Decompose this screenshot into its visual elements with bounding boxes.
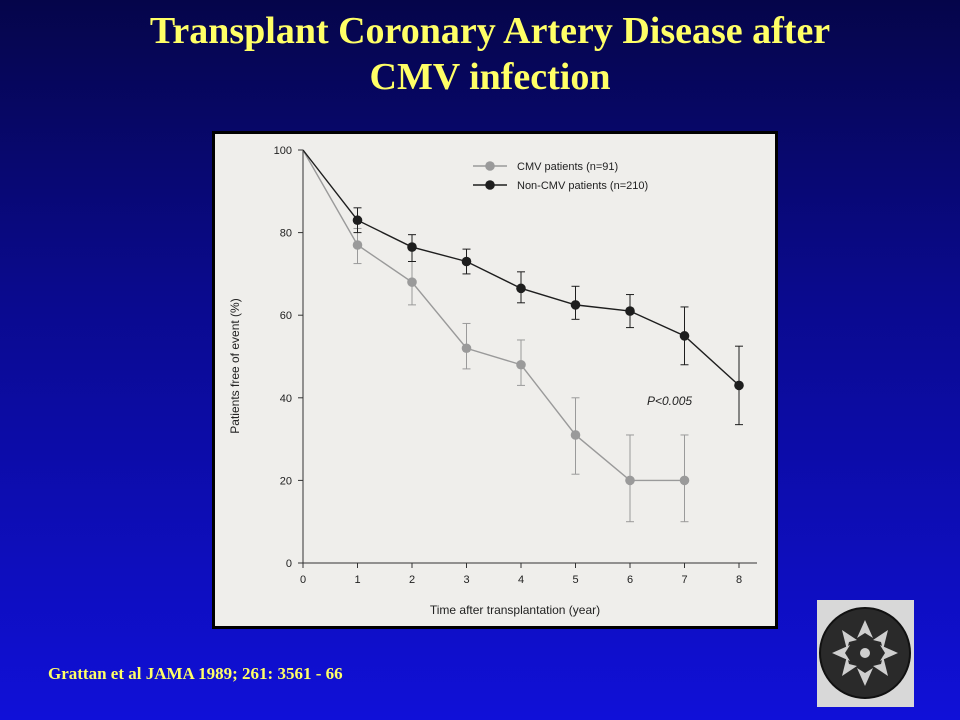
- escher-circle-limit-image: [817, 600, 914, 707]
- x-axis-label: Time after transplantation (year): [430, 603, 600, 617]
- non-cmv-data-point: [570, 300, 581, 310]
- slide-title-line2: CMV infection: [369, 56, 611, 98]
- citation: Grattan et al JAMA 1989; 261: 3561 - 66: [48, 664, 343, 683]
- non-cmv-data-point: [679, 331, 690, 341]
- non-cmv-legend-label: Non-CMV patients (n=210): [517, 180, 648, 192]
- cmv-data-point: [570, 430, 581, 440]
- non-cmv-data-point: [516, 283, 526, 294]
- non-cmv-data-point: [625, 306, 635, 316]
- slide-title: Transplant Coronary Artery Disease after…: [60, 8, 920, 100]
- chart-frame: 0 20 40 60 80 100 0 1 2 3 4 5 6 7 8 CMV patients (n=91…: [212, 131, 778, 629]
- y-tick-label: 40: [280, 393, 292, 405]
- series-lines: [302, 149, 740, 482]
- y-tick-label: 0: [286, 558, 292, 570]
- cmv-data-point: [352, 240, 363, 250]
- error-bars: [353, 207, 743, 523]
- x-tick-label: 2: [409, 574, 415, 586]
- x-tick-label: 6: [627, 574, 633, 586]
- axes: [298, 149, 757, 568]
- tick-labels: 0 20 40 60 80 100 0 1 2 3 4 5 6 7 8: [274, 145, 742, 586]
- x-tick-label: 3: [463, 574, 469, 586]
- x-tick-label: 4: [518, 574, 524, 586]
- x-tick-label: 5: [572, 574, 578, 586]
- cmv-data-point: [407, 277, 417, 287]
- non-cmv-data-point: [461, 256, 472, 267]
- non-cmv-data-point: [352, 215, 363, 226]
- p-value-annotation: P<0.005: [647, 394, 692, 408]
- x-tick-label: 7: [681, 574, 687, 586]
- x-tick-label: 1: [354, 574, 360, 586]
- cmv-data-point: [679, 475, 690, 486]
- cmv-series-line: [302, 149, 685, 482]
- legend: CMV patients (n=91) Non-CMV patients (n=2…: [473, 161, 648, 192]
- cmv-legend-marker: [485, 161, 495, 171]
- y-axis-label: Patients free of event (%): [228, 298, 242, 433]
- y-tick-label: 100: [274, 145, 292, 157]
- slide-title-line1: Transplant Coronary Artery Disease after: [149, 10, 831, 52]
- x-tick-label: 0: [300, 574, 306, 586]
- cmv-data-point: [461, 343, 472, 354]
- series-points: [352, 215, 744, 486]
- cmv-data-point: [625, 475, 635, 486]
- y-tick-label: 80: [280, 228, 292, 240]
- survival-chart: 0 20 40 60 80 100 0 1 2 3 4 5 6 7 8 CMV patients (n=91…: [215, 134, 775, 626]
- y-tick-label: 60: [280, 310, 292, 322]
- non-cmv-data-point: [407, 242, 417, 252]
- y-tick-label: 20: [280, 475, 292, 487]
- non-cmv-data-point: [734, 380, 744, 391]
- x-tick-label: 8: [736, 574, 742, 586]
- non-cmv-legend-marker: [485, 180, 495, 190]
- cmv-data-point: [516, 359, 526, 370]
- cmv-legend-label: CMV patients (n=91): [517, 161, 618, 173]
